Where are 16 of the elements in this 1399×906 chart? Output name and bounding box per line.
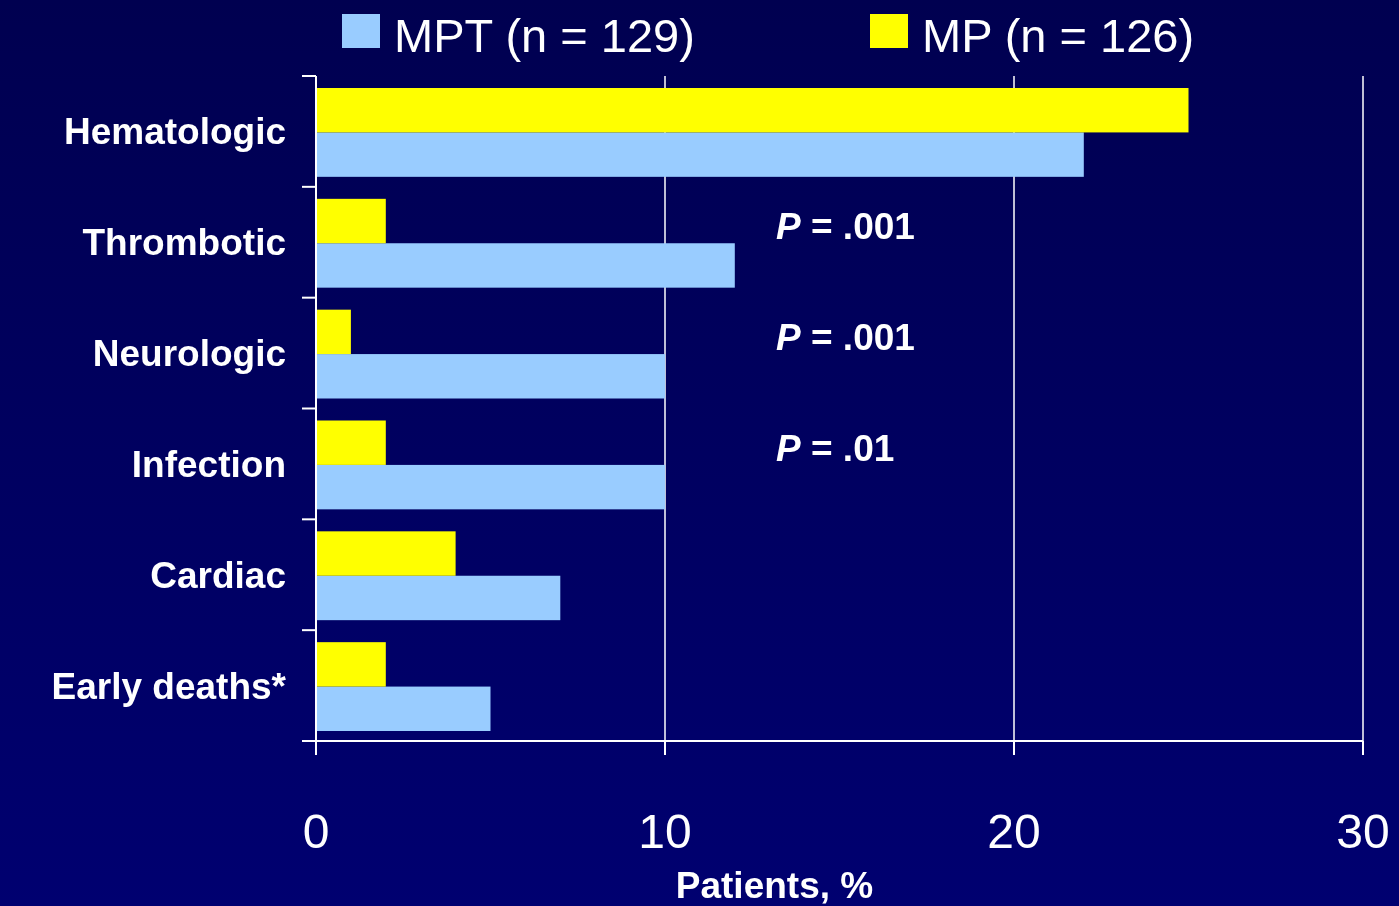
x-tick-label: 30: [1336, 805, 1390, 858]
annotation: P = .001: [776, 205, 915, 247]
legend-label: MPT (n = 129): [394, 9, 695, 62]
x-tick-label: 20: [987, 805, 1041, 858]
annotation: P = .01: [776, 427, 895, 469]
y-tick-label: Neurologic: [92, 333, 286, 375]
x-tick-label: 0: [302, 805, 330, 858]
x-tick-label: 10: [638, 805, 692, 858]
legend-label: MP (n = 126): [922, 9, 1195, 62]
y-tick-label: Thrombotic: [82, 222, 286, 264]
y-tick-label: Infection: [131, 443, 286, 485]
annotation: P = .001: [776, 316, 915, 358]
y-tick-label: Early deaths*: [51, 665, 287, 707]
y-tick-label: Hematologic: [63, 111, 286, 153]
x-axis-title: Patients, %: [675, 865, 874, 906]
y-tick-label: Cardiac: [150, 554, 286, 596]
